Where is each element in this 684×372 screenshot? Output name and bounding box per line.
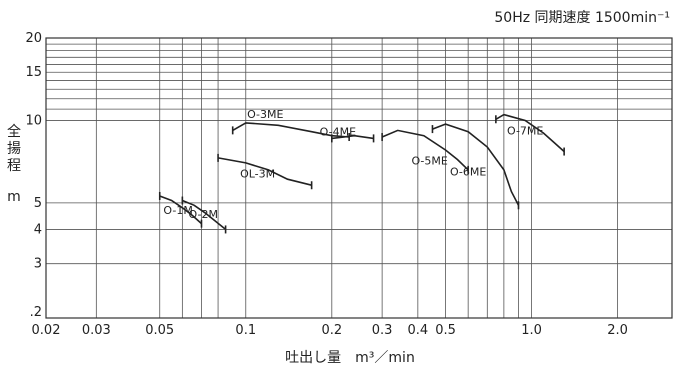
x-tick-label: 0.1 [235,323,256,338]
y-tick-label: 5 [34,196,42,211]
x-tick-label: 0.03 [82,323,111,338]
y-axis-ticks: .2 3 4 5 10 15 20 [25,31,42,320]
series-curve-o-1m [159,195,203,225]
series-curve-o-2m [182,199,227,231]
x-tick-label: 0.05 [145,323,174,338]
x-tick-label: 0.02 [32,323,61,338]
y-tick-label: .2 [30,305,42,320]
y-axis-label-char-2: 揚 [7,140,21,157]
series-curve-o-4me [331,134,374,140]
x-tick-label: 2.0 [607,323,628,338]
y-axis-unit: m [7,189,21,205]
series-curve-o-6me [432,123,520,206]
series-label: O-2M [189,208,218,221]
y-axis-label: 全 揚 程 m [7,123,21,205]
series-curve-ol-3m [217,157,312,186]
x-axis-label: 吐出し量 m³／min [285,350,415,366]
series-label: O-6ME [450,165,486,178]
y-tick-label: 15 [25,65,42,80]
y-tick-label: 3 [34,257,42,272]
x-tick-label: 1.0 [521,323,542,338]
chart-title: 50Hz 同期速度 1500min⁻¹ [494,10,670,26]
y-tick-label: 10 [25,113,42,128]
x-axis-ticks: 0.02 0.03 0.05 0.1 0.2 0.3 0.4 0.5 1.0 2.0 [32,323,628,338]
series-label: O-7ME [507,124,543,137]
series-label: O-4ME [320,126,356,139]
series-label: O-1M [163,204,192,217]
y-axis-label-char-1: 全 [7,123,21,140]
x-tick-label: 0.5 [435,323,456,338]
series-label: O-3ME [247,108,283,121]
series-curve-o-5me [381,129,469,171]
grid [46,37,672,318]
y-axis-label-char-3: 程 [7,158,21,174]
x-tick-label: 0.4 [407,323,428,338]
y-tick-label: 20 [25,31,42,46]
series-label: OL-3M [240,167,275,180]
plot-frame [45,37,673,319]
x-tick-label: 0.2 [321,323,342,338]
y-tick-label: 4 [34,222,42,237]
series-label: O-5ME [411,155,447,168]
series-curve-o-7me [495,113,565,153]
series-curve-o-3me [232,122,350,138]
x-tick-label: 0.3 [372,323,393,338]
